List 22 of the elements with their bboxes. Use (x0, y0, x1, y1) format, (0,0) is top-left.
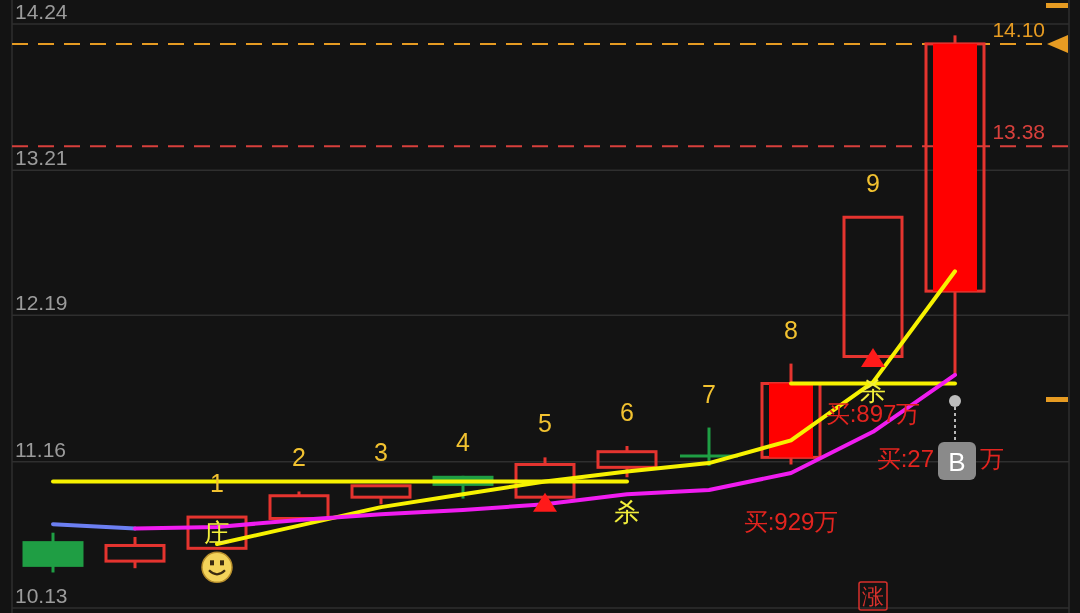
annotation: 5 (538, 409, 552, 438)
y-tick-label: 12.19 (15, 291, 68, 315)
ref-line: 13.38 (11, 120, 1070, 148)
annotation: 7 (702, 379, 716, 408)
y-tick-label: 13.21 (15, 146, 68, 170)
y-tick-label: 11.16 (15, 437, 66, 461)
annotation: 万 (980, 445, 1004, 473)
ref-line-label: 14.10 (992, 17, 1045, 41)
annotation: 涨 (858, 581, 888, 611)
ref-line-label: 13.38 (992, 120, 1045, 144)
annotation: 2 (292, 443, 306, 472)
annotation: 3 (374, 437, 388, 466)
annotation: 杀 (614, 497, 640, 528)
annotation: 买:929万 (743, 508, 839, 535)
annotation: 6 (620, 398, 634, 426)
y-tick-label: 10.13 (15, 584, 68, 607)
annotation: 8 (784, 315, 798, 344)
y-tick-label: 14.24 (15, 0, 68, 23)
annotation: 买:27 (876, 445, 934, 473)
annotation: 4 (456, 427, 470, 456)
annotation: 9 (866, 169, 880, 198)
annotation: B (948, 446, 966, 477)
